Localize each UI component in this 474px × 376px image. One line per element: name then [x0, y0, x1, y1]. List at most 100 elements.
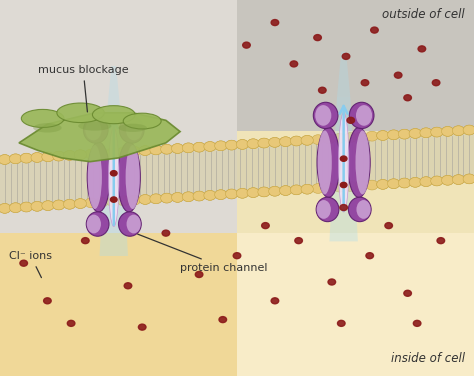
Circle shape: [271, 20, 279, 26]
Circle shape: [118, 147, 130, 157]
Circle shape: [371, 27, 378, 33]
Circle shape: [204, 191, 216, 200]
Circle shape: [9, 203, 22, 212]
Circle shape: [150, 145, 162, 155]
Circle shape: [334, 182, 346, 192]
Circle shape: [409, 129, 421, 138]
Circle shape: [420, 177, 432, 186]
Circle shape: [172, 193, 184, 202]
Circle shape: [0, 203, 11, 213]
Circle shape: [247, 188, 259, 197]
Circle shape: [361, 80, 369, 86]
Ellipse shape: [316, 197, 339, 221]
Circle shape: [31, 202, 43, 211]
Circle shape: [269, 138, 281, 147]
Ellipse shape: [78, 121, 111, 130]
Circle shape: [172, 144, 184, 153]
Circle shape: [74, 150, 87, 159]
Circle shape: [312, 135, 324, 144]
Ellipse shape: [86, 212, 109, 236]
Circle shape: [385, 223, 392, 229]
Circle shape: [236, 139, 248, 149]
Ellipse shape: [118, 124, 147, 132]
Circle shape: [236, 188, 248, 198]
Circle shape: [0, 155, 11, 164]
Circle shape: [431, 176, 443, 186]
Ellipse shape: [349, 102, 374, 129]
Circle shape: [139, 194, 151, 204]
Circle shape: [42, 152, 54, 162]
Ellipse shape: [118, 142, 140, 212]
Circle shape: [258, 138, 270, 148]
Ellipse shape: [318, 130, 332, 194]
Circle shape: [226, 140, 238, 150]
Circle shape: [74, 150, 87, 159]
Circle shape: [67, 320, 75, 326]
Text: mucus blockage: mucus blockage: [38, 65, 128, 112]
Circle shape: [319, 87, 326, 93]
Ellipse shape: [88, 145, 102, 209]
Circle shape: [31, 202, 43, 211]
Ellipse shape: [127, 215, 141, 233]
Ellipse shape: [87, 215, 101, 233]
Ellipse shape: [109, 127, 119, 227]
Circle shape: [404, 290, 411, 296]
Circle shape: [247, 139, 259, 149]
Circle shape: [31, 153, 43, 162]
Circle shape: [226, 189, 238, 199]
Circle shape: [258, 138, 270, 148]
Circle shape: [85, 198, 97, 208]
Circle shape: [64, 199, 76, 209]
Circle shape: [290, 136, 302, 146]
Circle shape: [262, 223, 269, 229]
Circle shape: [431, 127, 443, 137]
Circle shape: [53, 151, 65, 161]
Circle shape: [344, 182, 356, 191]
Circle shape: [347, 117, 355, 123]
Ellipse shape: [317, 200, 331, 219]
Circle shape: [441, 175, 454, 185]
Circle shape: [340, 182, 347, 188]
Circle shape: [441, 126, 454, 136]
Circle shape: [53, 200, 65, 210]
Circle shape: [53, 151, 65, 161]
Circle shape: [394, 72, 402, 78]
Circle shape: [323, 134, 335, 144]
Circle shape: [280, 186, 292, 196]
Circle shape: [418, 46, 426, 52]
Circle shape: [107, 197, 119, 206]
Circle shape: [431, 176, 443, 186]
Circle shape: [420, 128, 432, 138]
Circle shape: [290, 136, 302, 146]
Circle shape: [342, 53, 350, 59]
Circle shape: [387, 179, 400, 189]
Circle shape: [139, 146, 151, 155]
Circle shape: [219, 317, 227, 323]
Circle shape: [20, 153, 33, 163]
Circle shape: [193, 191, 205, 201]
Ellipse shape: [57, 103, 104, 123]
Circle shape: [377, 130, 389, 140]
Circle shape: [366, 131, 378, 141]
Circle shape: [42, 152, 54, 162]
Polygon shape: [107, 66, 120, 111]
Circle shape: [312, 183, 324, 193]
Ellipse shape: [119, 117, 144, 143]
Circle shape: [161, 193, 173, 203]
Circle shape: [0, 155, 11, 164]
Circle shape: [96, 197, 108, 207]
Circle shape: [85, 149, 97, 159]
Circle shape: [215, 141, 227, 151]
Text: Cl⁻ ions: Cl⁻ ions: [9, 252, 53, 277]
Ellipse shape: [356, 105, 372, 126]
Circle shape: [20, 202, 33, 212]
Circle shape: [150, 145, 162, 155]
Circle shape: [432, 80, 440, 86]
Circle shape: [452, 175, 465, 185]
Circle shape: [193, 142, 205, 152]
Circle shape: [64, 199, 76, 209]
Circle shape: [290, 185, 302, 195]
Ellipse shape: [83, 117, 108, 143]
Circle shape: [172, 193, 184, 202]
Circle shape: [280, 186, 292, 196]
